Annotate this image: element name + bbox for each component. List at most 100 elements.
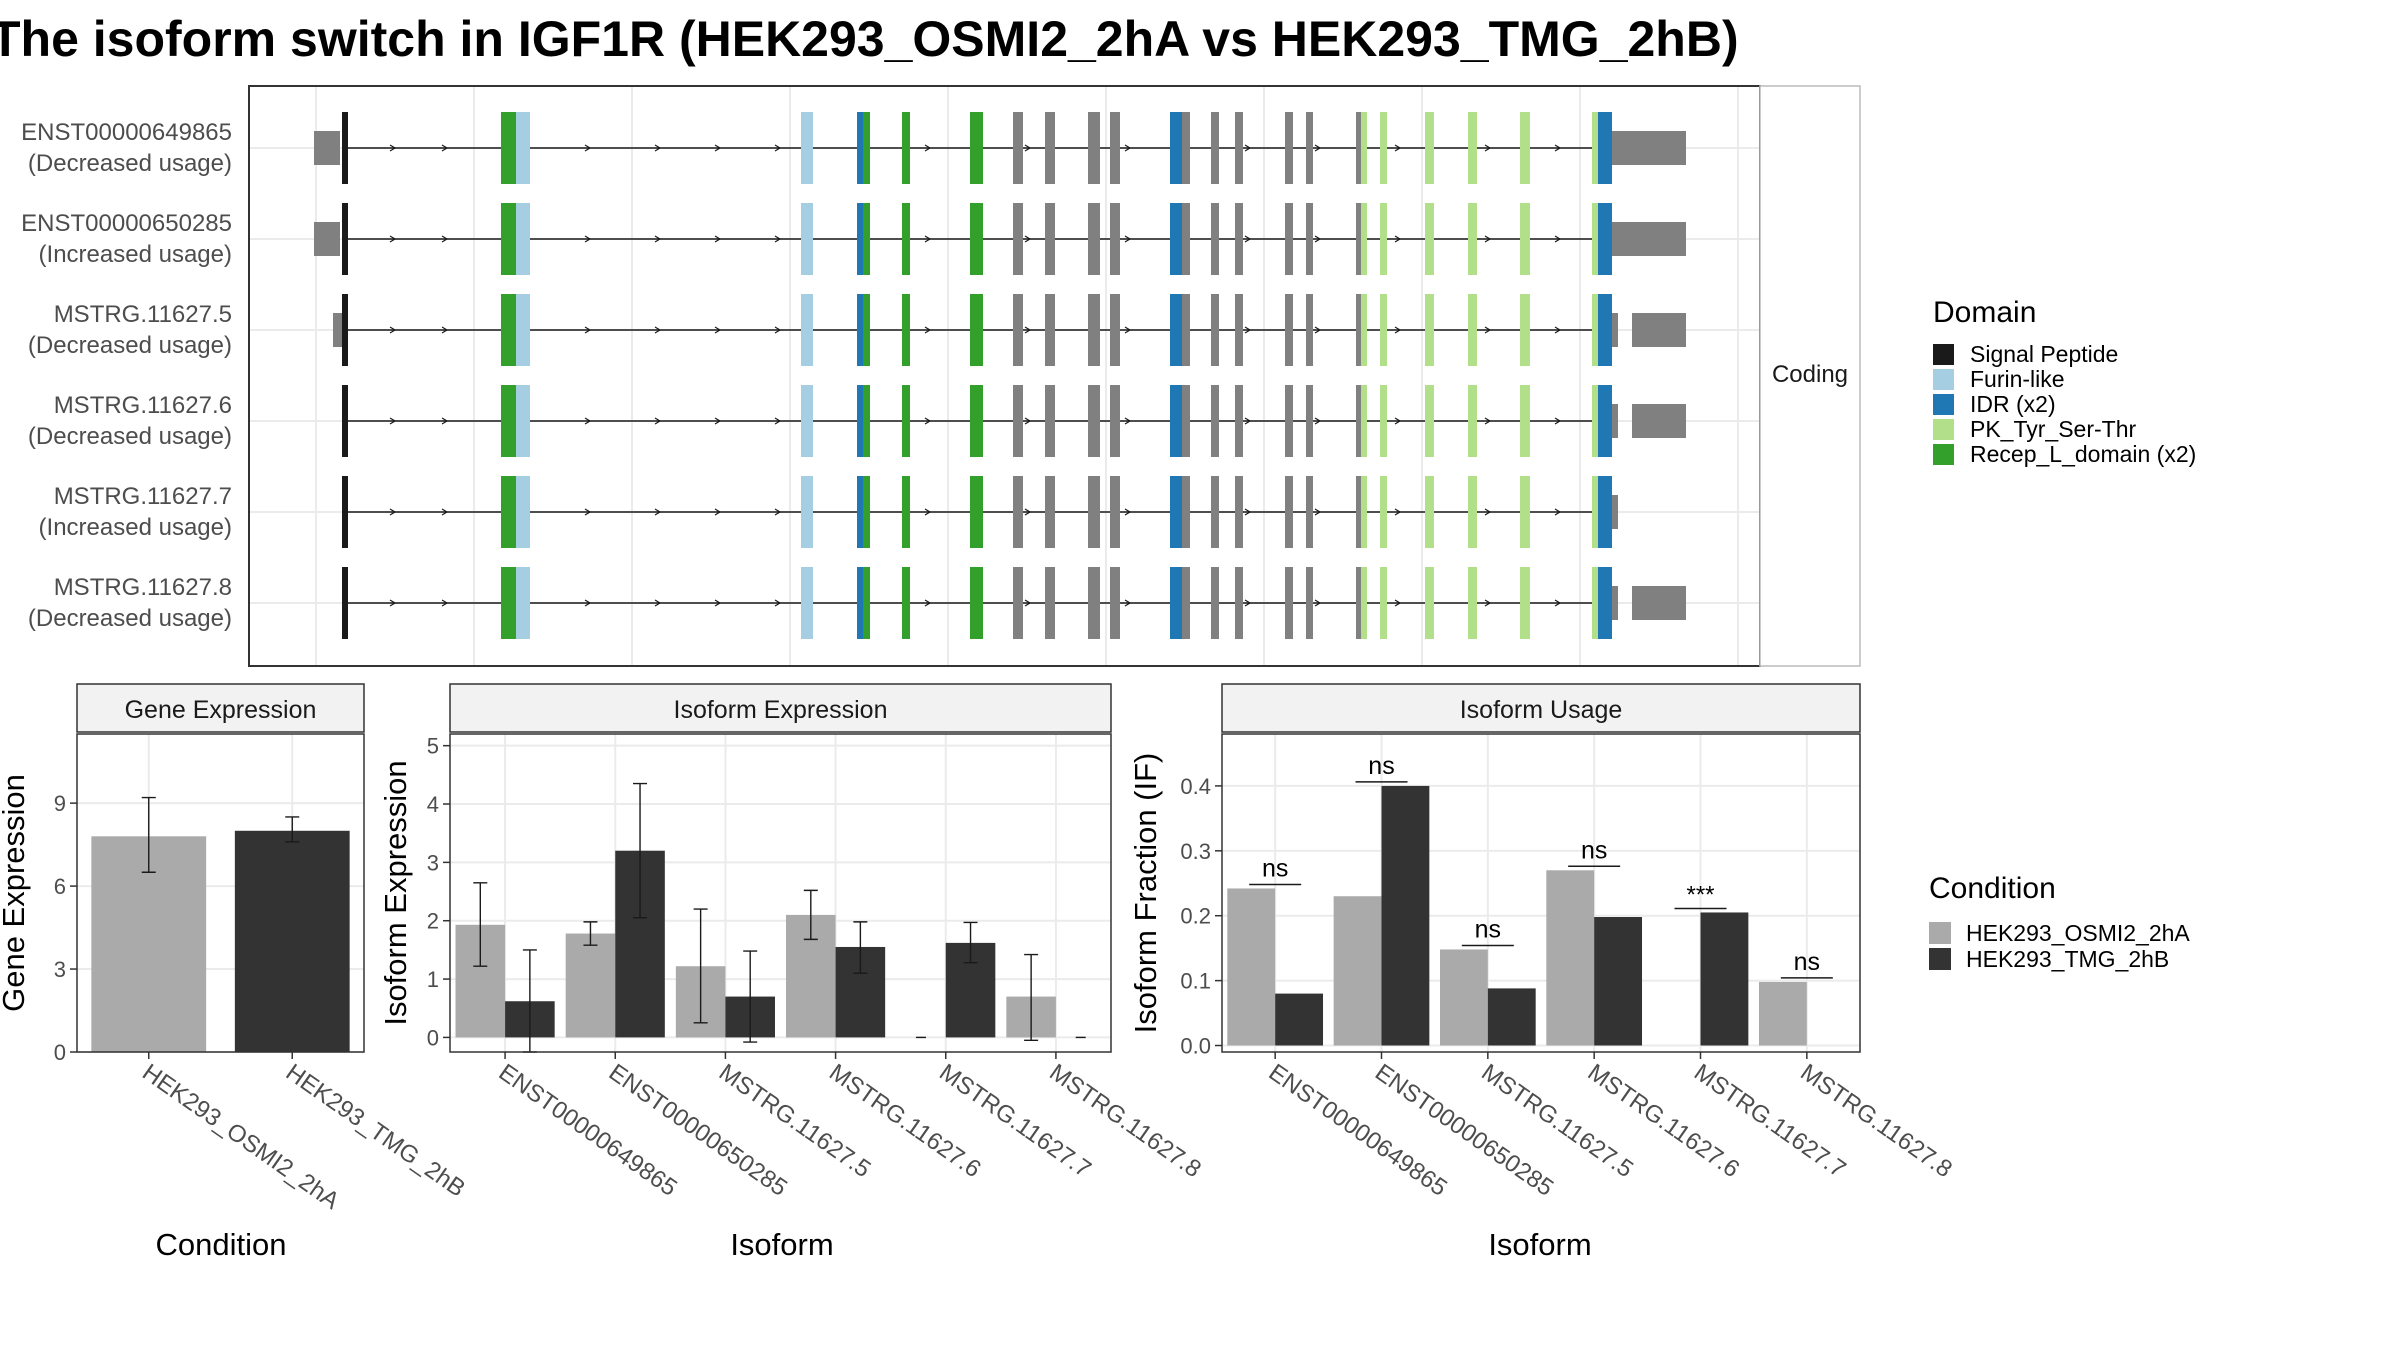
exon-block	[1425, 567, 1434, 639]
exon-block	[1182, 294, 1190, 366]
bar	[1487, 988, 1536, 1046]
utr-block	[1612, 131, 1686, 165]
strand-arrow	[774, 144, 782, 152]
exon-block	[1592, 112, 1598, 184]
exon-block	[1592, 203, 1598, 275]
exon-block	[1170, 385, 1182, 457]
utr-block	[1612, 495, 1618, 529]
exon-block	[857, 112, 863, 184]
y-tick-label: 5	[427, 734, 439, 759]
transcript-track: ENST00000649865 (Decreased usage)	[21, 112, 1686, 184]
y-tick-label: 3	[54, 957, 66, 982]
x-axis-title: Isoform	[1488, 1227, 1591, 1262]
exon-block	[501, 385, 517, 457]
domain-legend-title: Domain	[1933, 296, 2036, 329]
exon-block	[1110, 203, 1120, 275]
strand-arrow	[1554, 144, 1562, 152]
bar	[1594, 917, 1643, 1046]
strand-arrow	[1394, 144, 1402, 152]
exon-block	[342, 385, 348, 457]
exon-block	[857, 294, 863, 366]
exon-block	[863, 294, 870, 366]
exon-block	[902, 203, 910, 275]
utr-block	[314, 222, 340, 256]
exon-block	[1604, 567, 1612, 639]
x-tick-label: ENST00000650285	[1370, 1059, 1558, 1202]
exon-block	[857, 385, 863, 457]
exon-block	[1088, 567, 1100, 639]
strand-arrow	[1124, 508, 1132, 516]
y-tick-label: 6	[54, 874, 66, 899]
exon-block	[902, 385, 910, 457]
exon-block	[1520, 294, 1530, 366]
condition-legend-key	[1929, 922, 1951, 944]
exon-block	[1285, 476, 1293, 548]
transcript-id-label: ENST00000650285	[21, 210, 232, 237]
error-bar	[693, 908, 708, 1024]
exon-block	[1520, 476, 1530, 548]
error-bar	[583, 921, 598, 946]
structure-plot-area	[249, 86, 1760, 666]
domain-legend-label: Recep_L_domain (x2)	[1970, 441, 2196, 467]
transcript-track: MSTRG.11627.8 (Decreased usage)	[28, 567, 1686, 639]
y-tick-label: 0.1	[1180, 969, 1211, 994]
exon-block	[501, 294, 517, 366]
strand-arrow	[1314, 235, 1322, 243]
strand-arrow	[1024, 326, 1032, 334]
strand-arrow	[1024, 599, 1032, 607]
exon-block	[1468, 567, 1477, 639]
strand-arrow	[1484, 508, 1492, 516]
strand-arrow	[654, 235, 662, 243]
transcript-id-label: ENST00000649865	[21, 119, 232, 146]
strand-arrow	[924, 326, 932, 334]
exon-block	[1211, 294, 1219, 366]
bar	[234, 830, 350, 1052]
exon-block	[1380, 294, 1387, 366]
exon-block	[1170, 476, 1182, 548]
strand-arrow	[389, 599, 397, 607]
strand-arrow	[654, 144, 662, 152]
strand-arrow	[389, 417, 397, 425]
exon-block	[857, 567, 863, 639]
strand-arrow	[1024, 508, 1032, 516]
exon-block	[1468, 385, 1477, 457]
strand-arrow	[441, 417, 449, 425]
strand-arrow	[1244, 326, 1252, 334]
domain-legend-label: PK_Tyr_Ser-Thr	[1970, 416, 2136, 442]
strand-arrow	[441, 144, 449, 152]
exon-block	[1182, 203, 1190, 275]
significance-label: ns	[1368, 752, 1394, 780]
exon-block	[970, 203, 983, 275]
bar	[565, 933, 616, 1038]
exon-block	[1520, 112, 1530, 184]
y-tick-label: 4	[427, 792, 439, 817]
exon-block	[1045, 567, 1055, 639]
exon-block	[501, 203, 517, 275]
strand-arrow	[654, 508, 662, 516]
exon-block	[1306, 385, 1313, 457]
transcript-usage-label: (Decreased usage)	[28, 605, 232, 632]
exon-block	[902, 112, 910, 184]
transcript-id-label: MSTRG.11627.6	[54, 392, 232, 419]
strand-arrow	[584, 599, 592, 607]
plot-border	[76, 733, 365, 1053]
exon-block	[1285, 112, 1293, 184]
y-tick-label: 0.4	[1180, 774, 1211, 799]
facet-strip	[76, 683, 365, 733]
exon-block	[857, 203, 863, 275]
y-axis-title: Isoform Expression	[378, 760, 413, 1025]
strand-arrow	[714, 326, 722, 334]
error-bar	[141, 796, 156, 873]
exon-block	[1110, 567, 1120, 639]
significance-label: ***	[1686, 881, 1714, 908]
condition-legend-title: Condition	[1929, 872, 2056, 905]
domain-legend-key	[1933, 344, 1954, 365]
facet-strip	[1221, 683, 1861, 733]
exon-block	[801, 294, 813, 366]
exon-block	[1425, 476, 1434, 548]
exon-block	[801, 203, 813, 275]
strand-arrow	[1124, 326, 1132, 334]
x-tick-label: ENST00000649865	[494, 1059, 682, 1202]
y-tick-label: 0	[427, 1025, 439, 1050]
